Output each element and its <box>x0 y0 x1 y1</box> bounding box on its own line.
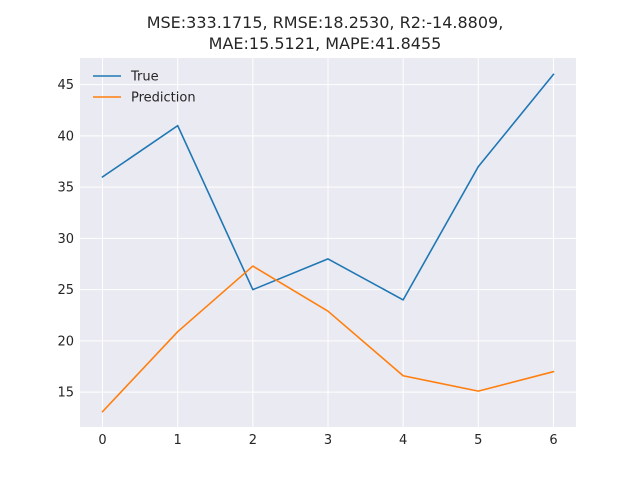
grid <box>80 58 576 427</box>
legend-label-true: True <box>130 70 159 85</box>
x-tick-label-3: 3 <box>324 433 332 448</box>
series-line-prediction <box>101 265 555 413</box>
y-tick-label-0: 15 <box>57 386 74 401</box>
x-tick-label-6: 6 <box>549 433 557 448</box>
y-tick-label-3: 30 <box>57 232 74 247</box>
x-tick-label-2: 2 <box>249 433 257 448</box>
y-tick-label-4: 35 <box>57 181 74 196</box>
y-tick-label-2: 25 <box>57 283 74 298</box>
chart-title: MSE:333.1715, RMSE:18.2530, R2:-14.8809,… <box>147 13 504 53</box>
series-line-true <box>101 73 555 301</box>
x-tick-label-1: 1 <box>174 433 182 448</box>
x-tick-label-0: 0 <box>98 433 106 448</box>
legend: True Prediction <box>93 70 196 106</box>
y-tick-label-1: 20 <box>57 334 74 349</box>
y-tick-label-5: 40 <box>57 129 74 144</box>
legend-label-prediction: Prediction <box>131 91 196 106</box>
chart-title-line-2: MAE:15.5121, MAPE:41.8455 <box>209 34 442 53</box>
chart-title-line-1: MSE:333.1715, RMSE:18.2530, R2:-14.8809, <box>147 13 504 32</box>
x-tick-label-5: 5 <box>474 433 482 448</box>
series-layer <box>101 73 555 413</box>
y-tick-label-6: 45 <box>57 78 74 93</box>
x-tick-label-4: 4 <box>399 433 407 448</box>
